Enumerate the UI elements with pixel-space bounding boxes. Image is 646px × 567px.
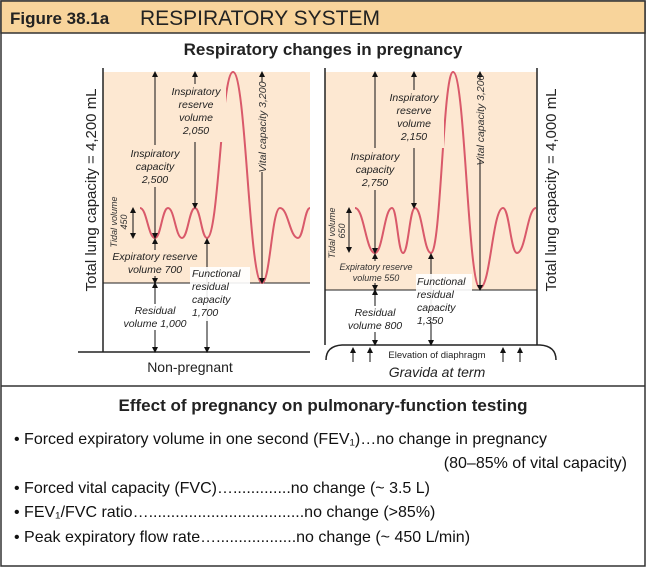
tv-label: Tidal volume <box>109 197 119 248</box>
tv-label: Tidal volume <box>327 208 337 259</box>
diaphragm-label: Elevation of diaphragm <box>388 350 485 361</box>
irv-value: 2,050 <box>182 125 209 137</box>
diaphragm-curve <box>325 344 557 361</box>
tv-value: 650 <box>337 223 347 238</box>
header-title: RESPIRATORY SYSTEM <box>140 7 380 30</box>
testing-item: • Forced vital capacity (FVC)…..........… <box>14 480 430 497</box>
irv-label: volume <box>179 112 213 124</box>
tv-value: 450 <box>119 214 129 229</box>
testing-item: • Forced expiratory volume in one second… <box>14 431 547 448</box>
figure-number: Figure 38.1a <box>10 9 110 28</box>
irv-value: 2,150 <box>400 131 427 143</box>
testing-item-continued: (80–85% of vital capacity) <box>444 455 627 472</box>
irv-label: reserve <box>178 99 213 111</box>
ic-label: Inspiratory <box>130 148 180 160</box>
gravida-caption: Gravida at term <box>389 364 486 380</box>
testing-item: • FEV₁/FVC ratio….......................… <box>14 504 435 521</box>
rv-label: Residual <box>135 305 177 317</box>
volume-wave <box>139 70 311 285</box>
vc-label: Vital capacity 3,200 <box>475 74 487 165</box>
ic-label: capacity <box>356 164 395 176</box>
testing-item: • Peak expiratory flow rate…............… <box>14 529 470 546</box>
ic-label: capacity <box>136 161 175 173</box>
frc-label: residual <box>192 281 229 293</box>
frc-value: 1,700 <box>192 307 218 319</box>
diagram-title: Respiratory changes in pregnancy <box>184 40 463 59</box>
rv-label: Residual <box>355 307 397 319</box>
ic-label: Inspiratory <box>350 151 400 163</box>
volume-wave <box>354 70 537 290</box>
total-lung-capacity: Total lung capacity = 4,000 mL <box>543 88 560 291</box>
irv-label: Inspiratory <box>171 86 221 98</box>
ic-value: 2,750 <box>361 177 388 189</box>
irv-label: volume <box>397 118 431 130</box>
irv-label: reserve <box>396 105 431 117</box>
frc-label: capacity <box>192 294 231 306</box>
rv-value: volume 1,000 <box>123 318 186 330</box>
pregnant-panel: Total lung capacity = 4,000 mL Inspirato… <box>324 68 560 380</box>
frc-label: residual <box>417 289 454 301</box>
ic-value: 2,500 <box>141 174 168 186</box>
frc-label: Functional <box>192 268 241 280</box>
erv-value: volume 700 <box>128 264 182 276</box>
testing-title: Effect of pregnancy on pulmonary-functio… <box>119 396 528 415</box>
rv-value: volume 800 <box>348 320 402 332</box>
vc-label: Vital capacity 3,200 <box>257 81 269 172</box>
header-bar <box>0 0 646 34</box>
frc-label: Functional <box>417 276 466 288</box>
frc-label: capacity <box>417 302 456 314</box>
total-lung-capacity: Total lung capacity = 4,200 mL <box>83 88 100 291</box>
irv-label: Inspiratory <box>389 92 439 104</box>
erv-value: volume 550 <box>353 273 400 283</box>
erv-label: Expiratory reserve <box>112 251 197 263</box>
non-pregnant-caption: Non-pregnant <box>147 359 233 375</box>
non-pregnant-panel: Total lung capacity = 4,200 mL Inspirato… <box>78 68 311 375</box>
frc-value: 1,350 <box>417 315 443 327</box>
erv-label: Expiratory reserve <box>339 262 412 272</box>
